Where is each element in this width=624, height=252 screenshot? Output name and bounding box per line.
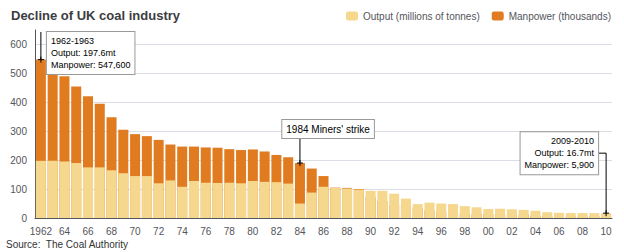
svg-text:0: 0 — [21, 213, 27, 224]
svg-text:88: 88 — [341, 226, 353, 237]
svg-text:86: 86 — [318, 226, 330, 237]
svg-text:68: 68 — [106, 226, 118, 237]
svg-text:10: 10 — [601, 226, 613, 237]
svg-text:06: 06 — [553, 226, 565, 237]
svg-text:Output: 16.7mt: Output: 16.7mt — [535, 148, 595, 158]
svg-text:90: 90 — [365, 226, 377, 237]
svg-text:76: 76 — [200, 226, 212, 237]
svg-text:64: 64 — [59, 226, 71, 237]
svg-text:02: 02 — [506, 226, 518, 237]
svg-text:70: 70 — [130, 226, 142, 237]
svg-text:2009-2010: 2009-2010 — [551, 136, 594, 146]
svg-text:Decline of UK coal industry: Decline of UK coal industry — [11, 8, 181, 23]
svg-text:600: 600 — [10, 39, 27, 50]
svg-text:92: 92 — [389, 226, 401, 237]
svg-text:200: 200 — [10, 155, 27, 166]
svg-text:66: 66 — [82, 226, 94, 237]
svg-text:80: 80 — [247, 226, 259, 237]
svg-text:72: 72 — [153, 226, 165, 237]
svg-text:Output (millions of tonnes): Output (millions of tonnes) — [363, 11, 480, 22]
svg-text:1962-1963: 1962-1963 — [51, 36, 94, 46]
svg-text:94: 94 — [412, 226, 424, 237]
svg-text:100: 100 — [10, 184, 27, 195]
svg-text:500: 500 — [10, 68, 27, 79]
svg-text:Manpower: 547,600: Manpower: 547,600 — [51, 60, 131, 70]
svg-text:Output: 197.6mt: Output: 197.6mt — [51, 48, 116, 58]
svg-text:Source: The Coal Authority: Source: The Coal Authority — [6, 239, 128, 250]
svg-text:74: 74 — [177, 226, 189, 237]
svg-text:Manpower (thousands): Manpower (thousands) — [509, 11, 611, 22]
svg-text:82: 82 — [271, 226, 283, 237]
svg-text:04: 04 — [530, 226, 542, 237]
svg-text:78: 78 — [224, 226, 236, 237]
svg-text:98: 98 — [459, 226, 471, 237]
svg-text:08: 08 — [577, 226, 589, 237]
svg-text:300: 300 — [10, 126, 27, 137]
svg-text:Manpower: 5,900: Manpower: 5,900 — [525, 160, 595, 170]
svg-text:96: 96 — [436, 226, 448, 237]
svg-text:400: 400 — [10, 97, 27, 108]
svg-text:00: 00 — [483, 226, 495, 237]
svg-text:84: 84 — [294, 226, 306, 237]
svg-text:1984 Miners' strike: 1984 Miners' strike — [286, 124, 370, 135]
svg-text:1962: 1962 — [30, 226, 53, 237]
